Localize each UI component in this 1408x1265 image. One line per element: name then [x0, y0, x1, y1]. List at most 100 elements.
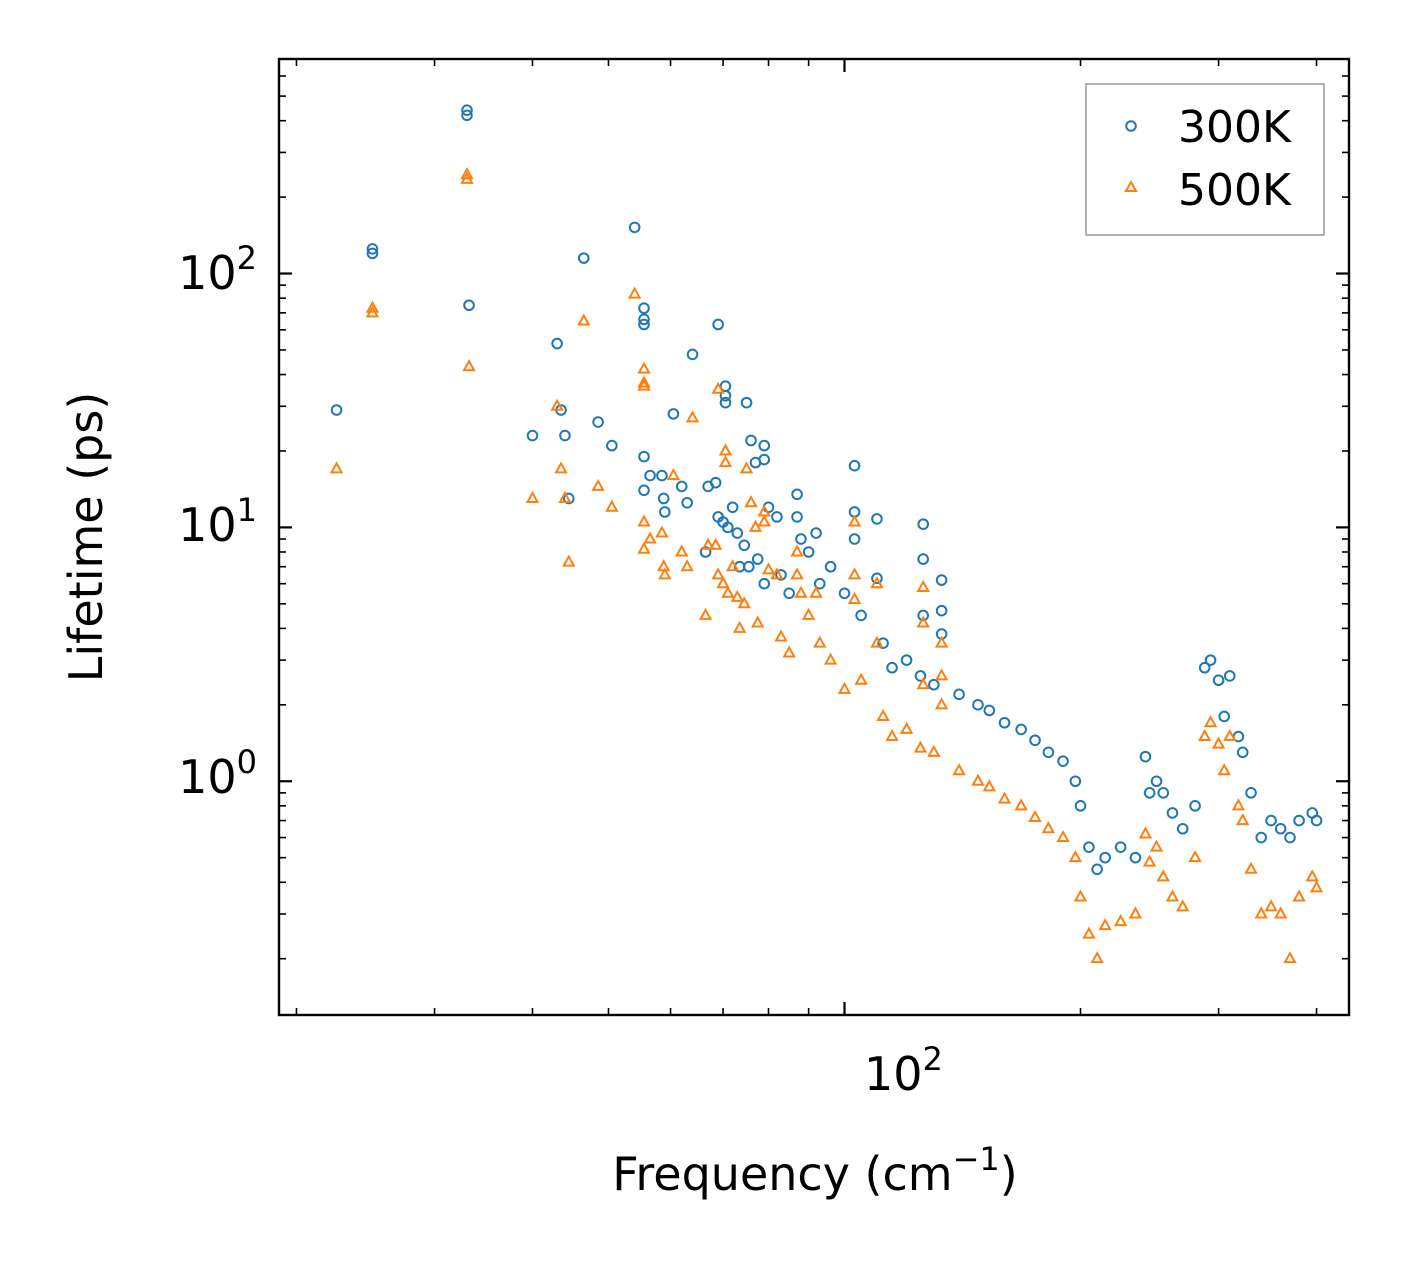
point-500k-32 [711, 567, 725, 580]
point-300k-101 [1198, 661, 1211, 674]
legend-marker-500k [1124, 179, 1138, 192]
point-500k-20 [643, 531, 657, 544]
point-300k-74 [917, 609, 929, 622]
point-500k-56 [813, 635, 827, 648]
point-300k-20 [644, 469, 656, 482]
point-300k-98 [1166, 807, 1179, 819]
point-300k-87 [1069, 775, 1082, 788]
point-300k-68 [877, 637, 889, 649]
point-500k-31 [711, 381, 725, 394]
point-500k-18 [637, 514, 651, 527]
point-500k-95 [1165, 889, 1180, 902]
point-300k-59 [813, 577, 826, 590]
point-500k-59 [847, 514, 862, 527]
point-300k-28 [699, 546, 712, 558]
point-500k-25 [675, 544, 689, 557]
series-500k [329, 167, 1324, 964]
point-500k-66 [885, 728, 899, 742]
point-500k-61 [847, 591, 862, 604]
point-300k-52 [775, 569, 787, 581]
point-300k-16 [638, 313, 650, 326]
x-tick-label-100: 102 [864, 1040, 943, 1101]
point-300k-54 [791, 488, 803, 501]
point-500k-40 [737, 596, 751, 609]
point-500k-84 [1068, 850, 1083, 863]
point-300k-12 [592, 416, 604, 428]
point-500k-51 [790, 544, 804, 557]
point-300k-112 [1284, 831, 1296, 844]
point-300k-81 [983, 704, 996, 717]
point-300k-82 [998, 716, 1011, 729]
point-500k-33 [716, 576, 730, 589]
point-500k-81 [1028, 809, 1042, 822]
point-300k-53 [783, 587, 795, 600]
point-300k-110 [1265, 814, 1277, 827]
point-300k-70 [900, 654, 913, 666]
point-500k-71 [916, 677, 930, 690]
point-300k-44 [745, 434, 757, 447]
point-500k-70 [916, 615, 930, 628]
legend: 300K 500K [1085, 83, 1325, 236]
point-500k-12 [591, 478, 605, 491]
point-300k-18 [638, 450, 650, 463]
point-300k-22 [657, 492, 670, 505]
y-axis-label: Lifetime (ps) [59, 392, 113, 683]
point-300k-30 [709, 476, 722, 489]
point-300k-55 [791, 511, 803, 523]
point-300k-104 [1218, 710, 1231, 723]
point-500k-111 [1305, 869, 1319, 882]
point-300k-11 [577, 252, 590, 264]
point-500k-102 [1223, 728, 1237, 742]
point-300k-35 [719, 389, 732, 402]
point-500k-41 [739, 461, 754, 474]
point-300k-46 [751, 553, 764, 565]
point-500k-88 [1098, 918, 1112, 931]
point-300k-97 [1157, 787, 1170, 799]
point-300k-113 [1293, 814, 1305, 827]
point-500k-15 [637, 361, 651, 374]
point-500k-91 [1138, 826, 1153, 839]
point-300k-39 [731, 527, 744, 539]
point-300k-58 [810, 527, 822, 539]
point-300k-67 [871, 513, 883, 525]
point-300k-23 [659, 506, 671, 518]
point-300k-73 [917, 553, 929, 565]
point-300k-56 [795, 533, 807, 545]
point-300k-84 [1029, 734, 1041, 747]
point-500k-39 [732, 620, 747, 633]
point-500k-79 [997, 791, 1012, 804]
point-500k-53 [794, 585, 808, 598]
point-500k-4 [460, 167, 474, 180]
point-500k-85 [1073, 889, 1088, 902]
point-300k-41 [738, 539, 751, 552]
point-300k-91 [1099, 851, 1111, 864]
point-500k-27 [685, 410, 700, 423]
point-300k-80 [972, 699, 984, 711]
point-300k-85 [1042, 746, 1055, 759]
point-500k-108 [1273, 906, 1288, 919]
point-500k-16 [637, 375, 651, 388]
point-300k-69 [886, 661, 898, 674]
point-500k-42 [744, 495, 758, 508]
point-500k-48 [770, 567, 784, 580]
point-300k-92 [1114, 841, 1127, 853]
point-300k-109 [1255, 831, 1268, 844]
y-tick-label-1: 100 [178, 743, 257, 804]
point-300k-36 [719, 396, 732, 409]
point-300k-37 [722, 521, 734, 534]
point-500k-112 [1309, 880, 1324, 893]
point-500k-57 [823, 652, 838, 665]
point-500k-99 [1203, 715, 1218, 728]
point-300k-95 [1143, 787, 1156, 799]
point-300k-6 [526, 429, 539, 442]
point-300k-107 [1236, 746, 1249, 759]
point-500k-54 [801, 607, 816, 620]
point-500k-92 [1142, 854, 1157, 867]
plot-frame [277, 57, 1351, 1017]
point-300k-60 [824, 560, 837, 573]
point-500k-68 [913, 740, 928, 753]
point-500k-60 [847, 567, 862, 580]
point-500k-64 [870, 576, 884, 589]
point-500k-78 [982, 779, 997, 792]
